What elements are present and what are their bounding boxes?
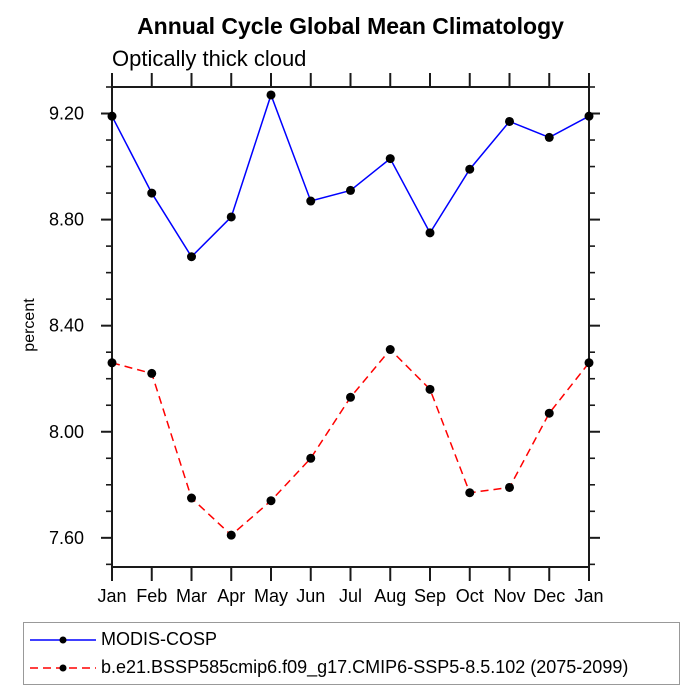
x-axis-tick-label: May — [254, 586, 288, 606]
data-point-marker — [385, 345, 395, 355]
data-point-marker — [147, 188, 157, 198]
data-point-marker — [266, 496, 276, 506]
x-axis-tick-label: Jun — [296, 586, 325, 606]
data-point-marker — [465, 164, 475, 174]
data-point-marker — [385, 154, 395, 164]
y-axis-tick-label: 7.60 — [49, 528, 84, 548]
data-point-marker — [425, 228, 435, 238]
data-point-marker — [147, 368, 157, 378]
data-point-marker — [266, 90, 276, 100]
data-point-marker — [107, 111, 117, 121]
data-point-marker — [544, 408, 554, 418]
chart-title: Annual Cycle Global Mean Climatology — [137, 13, 564, 39]
y-axis-tick-label: 8.00 — [49, 422, 84, 442]
data-point-marker — [505, 482, 514, 492]
legend-key-dashed-line-icon — [30, 664, 96, 671]
data-point-marker — [306, 196, 316, 206]
legend-key-solid-line-icon — [30, 636, 96, 643]
data-point-marker — [346, 185, 355, 195]
x-axis-tick-label: Feb — [136, 586, 167, 606]
data-point-marker — [107, 358, 117, 368]
legend: MODIS-COSP b.e21.BSSP585cmip6.f09_g17.CM… — [23, 622, 680, 685]
data-point-marker — [544, 132, 554, 142]
chart-subtitle: Optically thick cloud — [112, 46, 307, 71]
data-point-marker — [465, 488, 475, 498]
data-point-marker — [226, 212, 236, 222]
x-axis-tick-label: Aug — [374, 586, 406, 606]
axes-frame — [111, 86, 590, 568]
legend-item-modis-cosp: MODIS-COSP — [24, 629, 679, 649]
x-axis-tick-label: Jan — [97, 586, 126, 606]
x-axis-tick-label: Jul — [339, 586, 362, 606]
data-point-marker — [187, 252, 196, 262]
y-axis-tick-label: 8.40 — [49, 316, 84, 336]
series-line-0 — [111, 92, 590, 258]
x-axis-tick-label: Dec — [533, 586, 565, 606]
x-axis-tick-label: Jan — [574, 586, 603, 606]
data-point-marker — [226, 530, 236, 540]
x-axis-tick-label: Apr — [217, 586, 245, 606]
x-axis-tick-label: Nov — [493, 586, 525, 606]
series-line-1 — [111, 348, 590, 537]
x-axis-tick-label: Sep — [414, 586, 446, 606]
legend-label-model: b.e21.BSSP585cmip6.f09_g17.CMIP6-SSP5-8.… — [101, 657, 629, 677]
x-axis-tick-label: Mar — [176, 586, 207, 606]
x-axis-tick-label: Oct — [456, 586, 484, 606]
data-point-marker — [306, 453, 316, 463]
legend-item-model: b.e21.BSSP585cmip6.f09_g17.CMIP6-SSP5-8.… — [24, 657, 679, 677]
legend-label-modis-cosp: MODIS-COSP — [101, 629, 218, 649]
data-point-marker — [584, 358, 594, 368]
data-point-marker — [425, 384, 435, 394]
data-point-marker — [505, 116, 514, 126]
data-point-marker — [584, 111, 594, 121]
data-point-marker — [187, 493, 196, 503]
data-point-marker — [346, 392, 355, 402]
y-axis-tick-label: 9.20 — [49, 104, 84, 124]
y-axis-tick-label: 8.80 — [49, 210, 84, 230]
